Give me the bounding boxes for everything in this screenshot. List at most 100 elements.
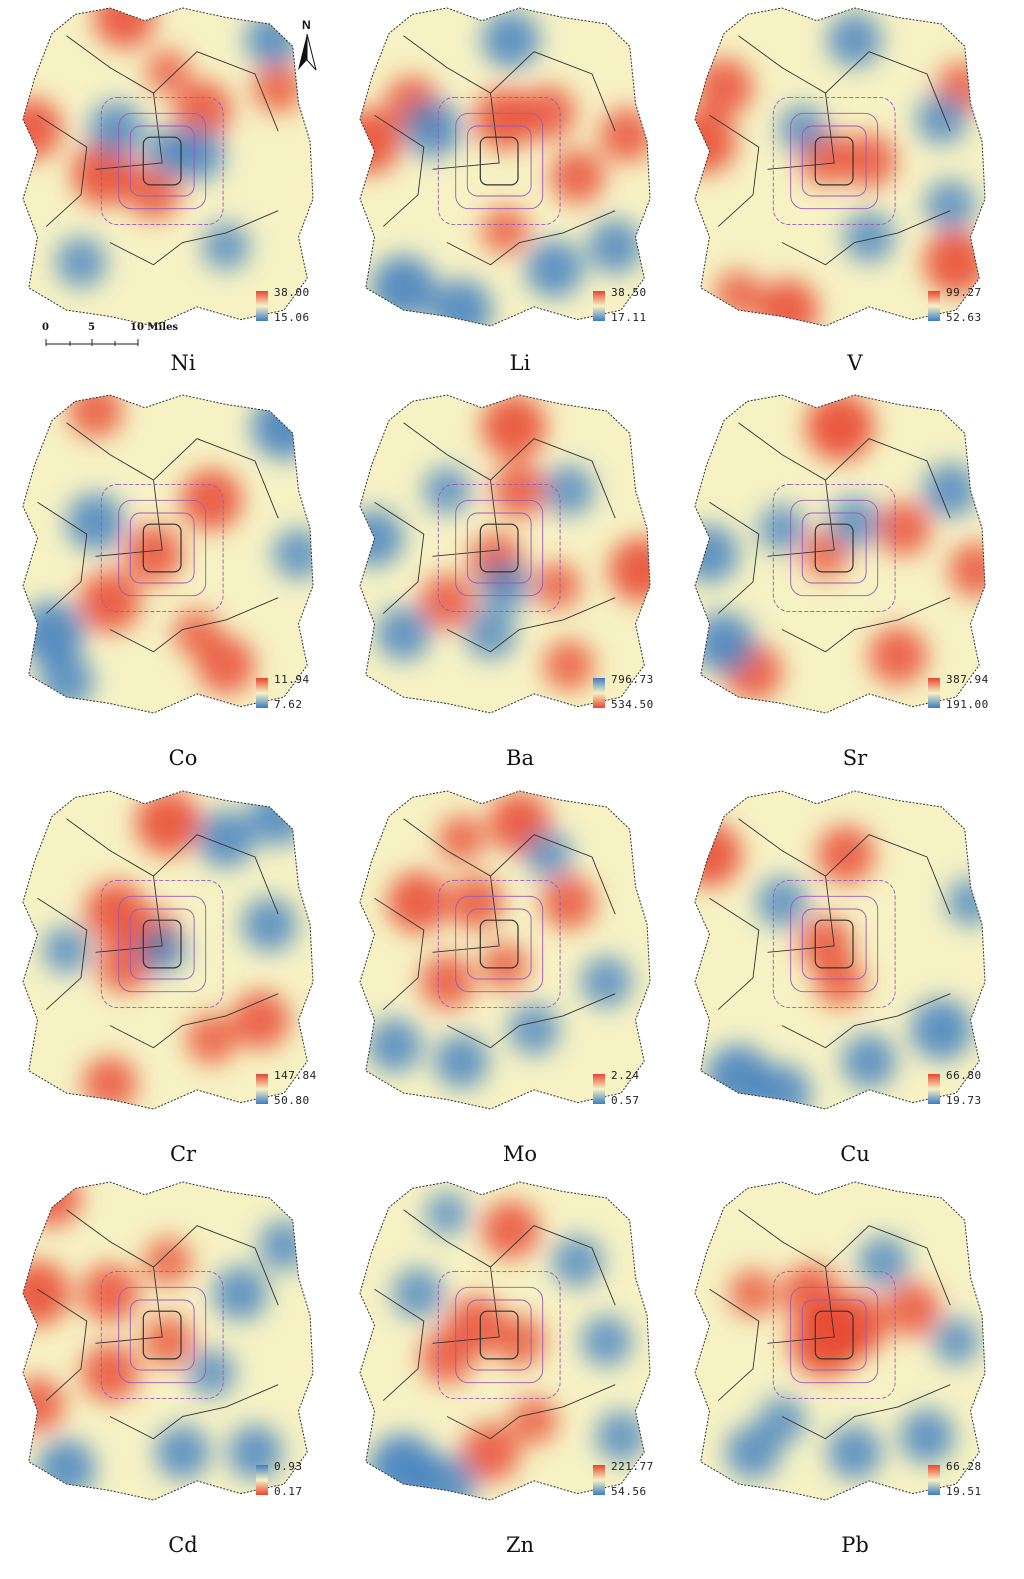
legend-high-value: 38.00 [274,286,310,299]
heatmap-sr [694,394,986,714]
legend-high-value: 99.27 [946,286,982,299]
high-concentration-spot [448,875,504,930]
ring-road [118,499,207,597]
high-concentration-spot [493,1315,546,1367]
low-concentration-spot [827,12,882,68]
legend-low-value: 17.11 [611,311,647,324]
ring-road [772,96,896,226]
legend-high-value: 387.94 [946,673,989,686]
ring-road [142,1310,182,1360]
low-concentration-spot [392,1267,444,1319]
low-concentration-spot [587,219,643,274]
heatmap-cd [22,1181,314,1501]
high-concentration-spot [876,501,932,556]
ring-road [479,523,519,573]
low-concentration-spot [595,1410,647,1462]
high-concentration-spot [841,133,897,188]
element-caption: Co [168,746,198,770]
low-concentration-spot [258,1220,310,1272]
low-concentration-spot [464,607,517,660]
ring-road [801,908,867,980]
low-concentration-spot [197,809,255,868]
scale-bar-ruler [45,339,139,346]
ring-road [455,112,544,210]
low-concentration-spot [525,239,584,298]
low-concentration-spot [758,1396,806,1445]
low-concentration-spot [695,525,739,583]
legend-high-value: 796.73 [611,673,654,686]
low-concentration-spot [88,101,144,157]
district-boundaries [37,818,279,1049]
high-concentration-spot [481,206,529,255]
low-concentration-spot [55,236,107,288]
ring-road [466,512,532,584]
low-concentration-spot [924,179,976,231]
low-concentration-spot [758,504,806,553]
low-concentration-spot [403,99,462,158]
map-panel-cr: 147.84 50.80 Cr [18,787,348,1179]
low-concentration-spot [138,926,187,974]
heatmap-co [22,394,314,714]
high-concentration-spot [81,1343,139,1402]
high-concentration-spot [474,88,536,150]
legend-low-value: 15.06 [274,311,310,324]
scale-bar-label: 10 Miles [130,322,179,333]
heatmap-pb [694,1181,986,1501]
ring-road [100,96,224,226]
ring-road [814,1310,854,1360]
low-concentration-spot [695,612,755,674]
legend-color-ramp [593,1465,605,1495]
legend: 796.73 534.50 [593,673,673,712]
map-panel-zn: 221.77 54.56 Zn [355,1178,685,1570]
legend-low-value: 19.51 [946,1485,982,1498]
ring-road [479,919,519,969]
legend: 11.94 7.62 [256,673,336,712]
ring-road [142,136,182,186]
legend: 147.84 50.80 [256,1069,336,1108]
north-arrow-icon [298,33,317,71]
high-concentration-spot [822,1292,887,1358]
low-concentration-spot [828,496,881,548]
ring-road [100,879,224,1009]
high-concentration-spot [695,822,742,887]
legend-high-value: 221.77 [611,1460,654,1473]
low-concentration-spot [367,1018,423,1073]
district-boundaries [709,35,951,266]
scale-bar-label: 5 [88,322,95,333]
legend-low-value: 7.62 [274,698,303,711]
high-concentration-spot [695,58,753,117]
legend-high-value: 147.84 [274,1069,317,1082]
legend: 99.27 52.63 [928,286,1008,325]
district-boundaries [37,422,279,653]
ring-road [479,136,519,186]
element-caption: Zn [505,1533,535,1557]
low-concentration-spot [899,1409,955,1464]
legend-color-ramp [256,1465,268,1495]
high-concentration-spot [81,1264,139,1323]
heatmap-v [694,7,986,327]
ring-road [142,523,182,573]
high-concentration-spot [387,871,449,933]
map-panel-li: 38.50 17.11 Li [355,4,685,396]
low-concentration-spot [932,1317,980,1365]
high-concentration-spot [481,1200,540,1259]
map-panel-cd: 0.93 0.17 Cd [18,1178,348,1570]
high-concentration-spot [419,574,475,629]
ring-road [437,96,561,226]
low-concentration-spot [227,1425,283,1480]
map-panel-co: 11.94 7.62 Co [18,391,348,783]
legend-high-value: 38.50 [611,286,647,299]
ring-road [790,895,879,993]
ring-road [118,112,207,210]
ring-road [801,125,867,197]
low-concentration-spot [434,1034,489,1089]
ring-road [142,919,182,969]
legend-color-ramp [256,291,268,321]
map-panel-sr: 387.94 191.00 Sr [690,391,1020,783]
ring-road [455,895,544,993]
ring-road [455,499,544,597]
legend: 38.50 17.11 [593,286,673,325]
low-concentration-spot [551,1235,604,1288]
ring-road [790,112,879,210]
ring-road [466,125,532,197]
